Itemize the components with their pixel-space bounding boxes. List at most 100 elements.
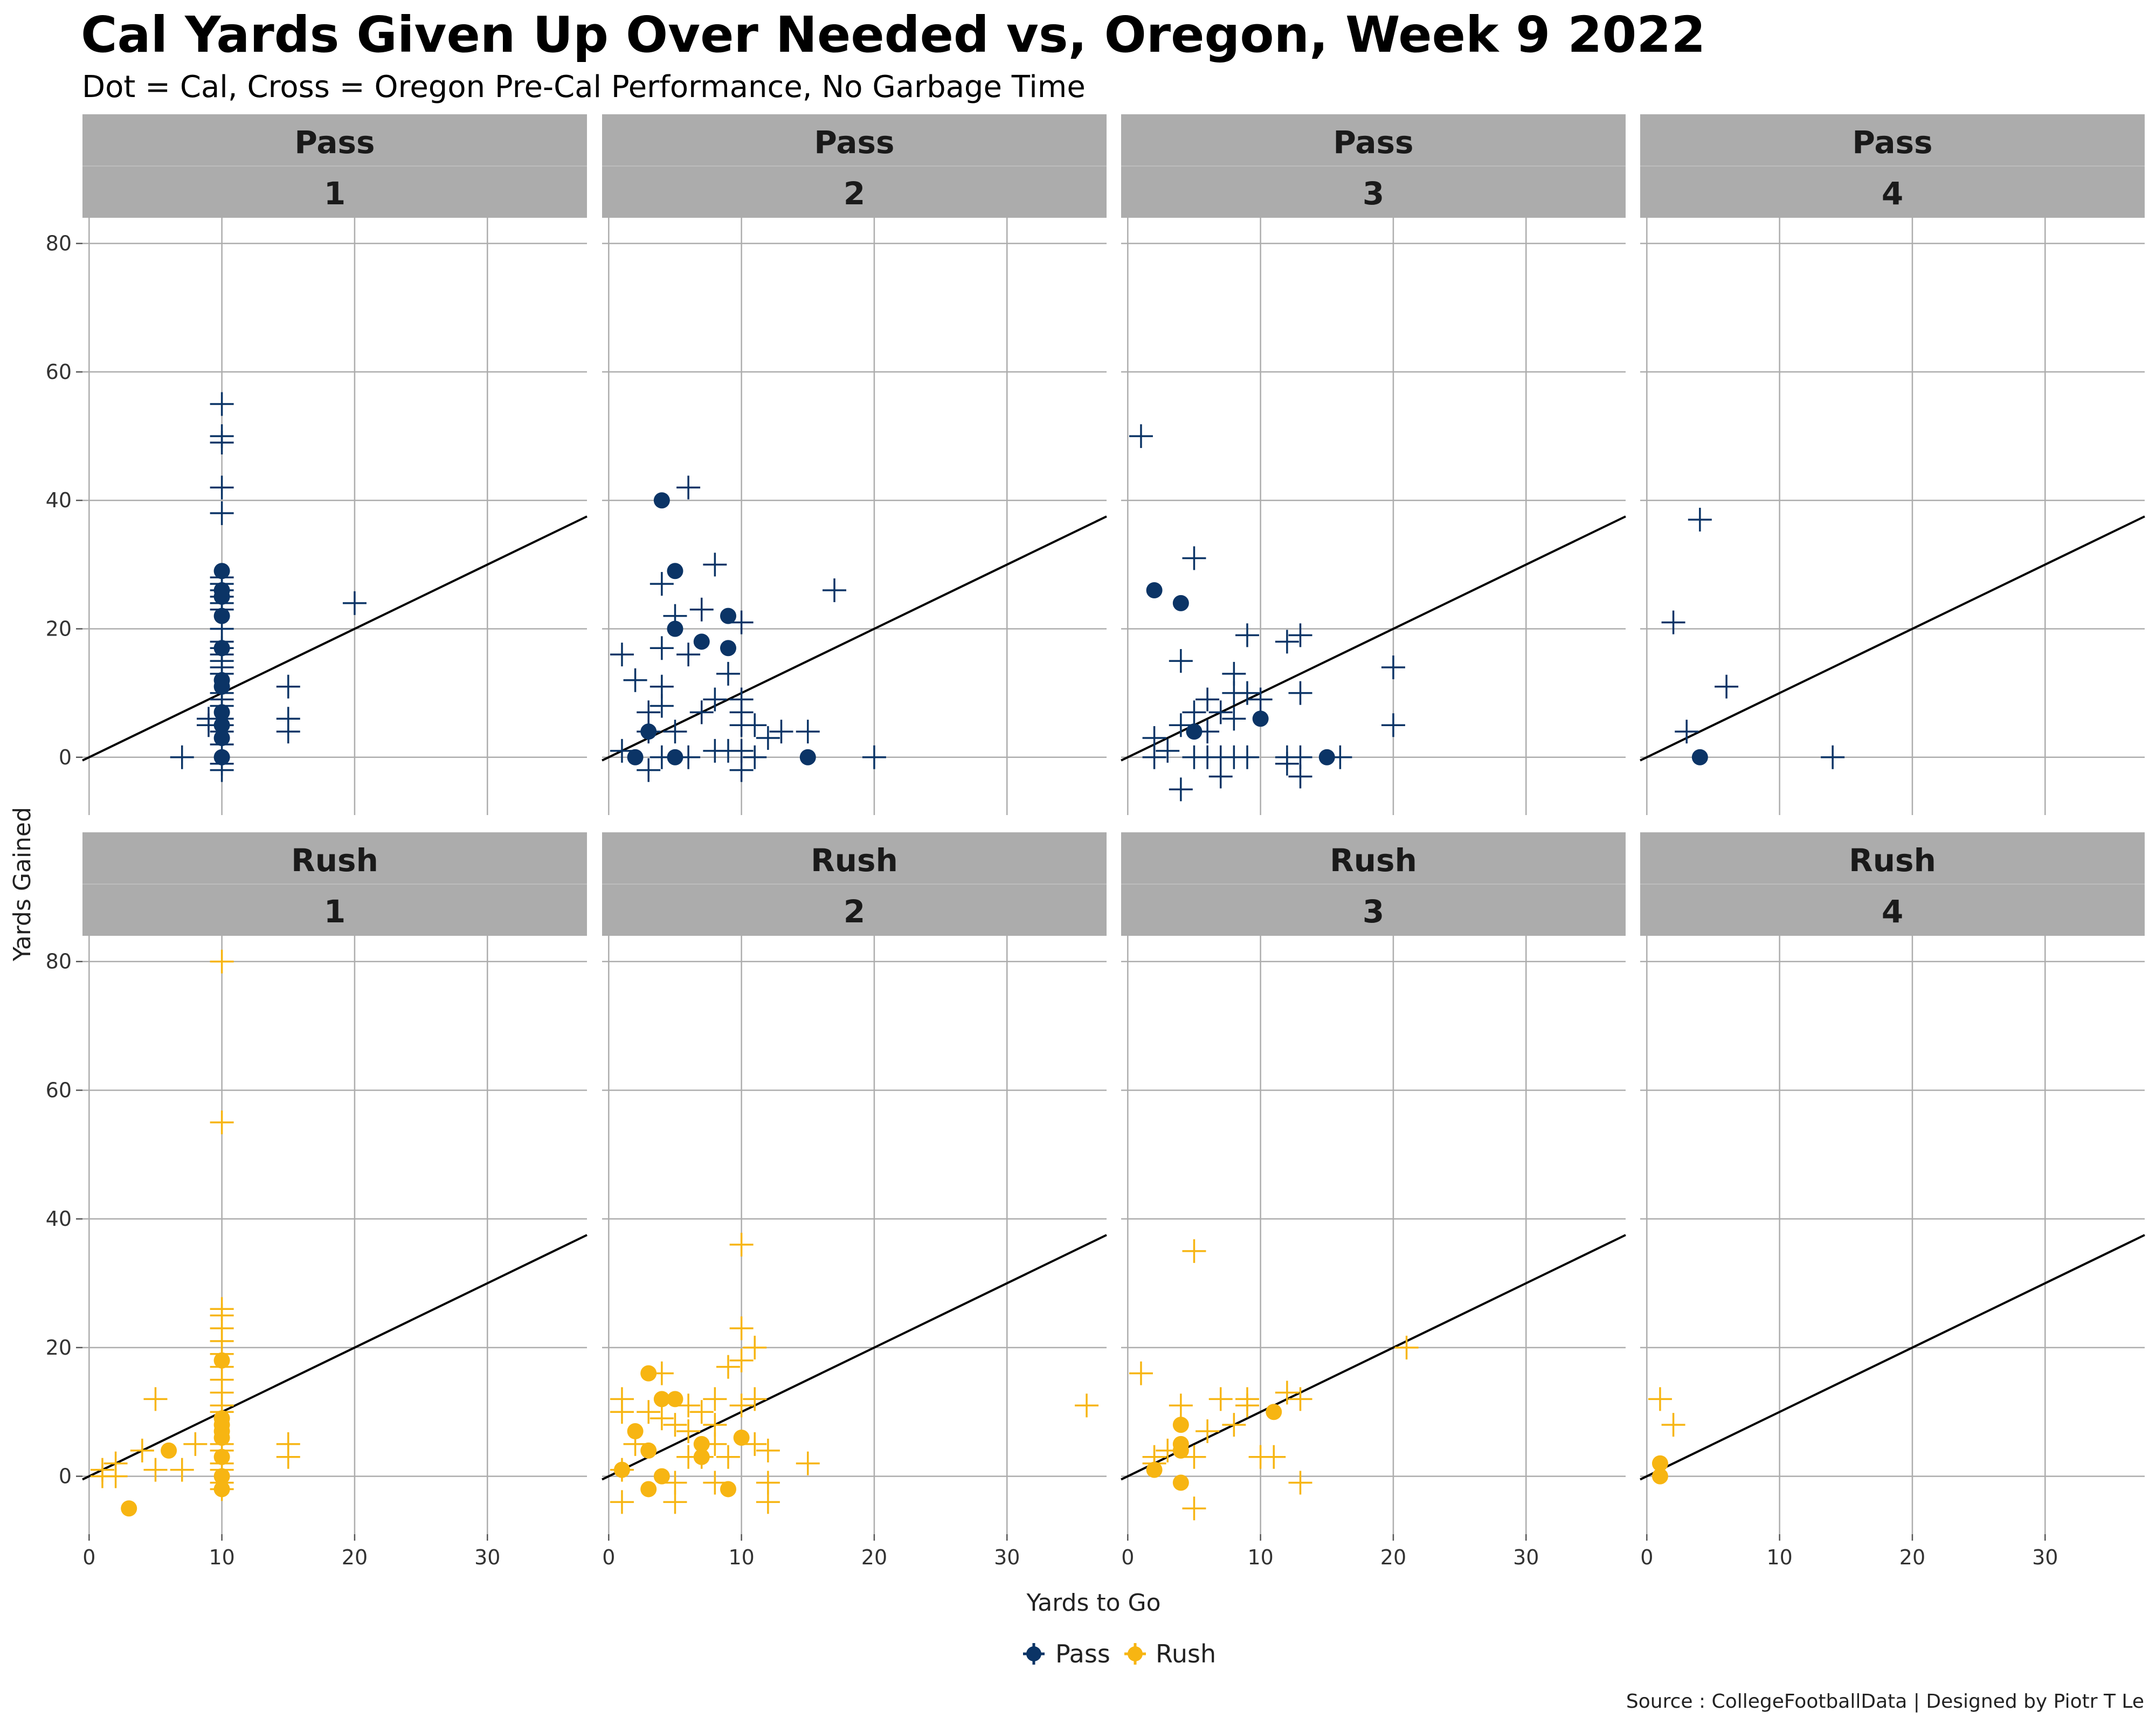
oregon-cross-point — [610, 1490, 634, 1514]
facet-strip-play-type: Rush — [1849, 842, 1936, 879]
x-tick-label: 30 — [1513, 1545, 1539, 1569]
legend-item-pass[interactable]: Pass — [1023, 1639, 1110, 1668]
oregon-cross-point — [1381, 655, 1405, 679]
oregon-cross-point — [663, 1490, 687, 1514]
oregon-cross-point — [769, 720, 793, 744]
oregon-cross-point — [1288, 764, 1312, 789]
oregon-cross-point — [1661, 1413, 1685, 1437]
oregon-cross-point — [716, 1445, 740, 1469]
oregon-cross-point — [210, 501, 234, 526]
oregon-cross-point — [1275, 1381, 1299, 1405]
y-tick-label: 60 — [46, 360, 72, 384]
facet-strip-play-type: Pass — [1852, 124, 1932, 161]
y-tick-label: 40 — [46, 488, 72, 512]
y-tick-label: 80 — [46, 232, 72, 256]
oregon-cross-point — [1288, 681, 1312, 705]
oregon-cross-point — [649, 572, 674, 596]
oregon-cross-point — [1169, 649, 1193, 673]
oregon-cross-point — [1288, 1471, 1312, 1495]
oregon-cross-point — [676, 475, 701, 500]
oregon-cross-point — [170, 745, 194, 769]
facet-strip-down: 4 — [1882, 175, 1903, 212]
cal-dot-point — [693, 633, 710, 650]
facet-panels: Pass1020406080Pass2Pass3Pass4Rush1020406… — [46, 114, 2145, 1569]
oregon-cross-point — [637, 758, 661, 782]
oregon-cross-point — [183, 1432, 208, 1456]
x-tick-label: 30 — [994, 1545, 1020, 1569]
legend: Pass Rush — [1023, 1639, 1216, 1668]
oregon-cross-point — [743, 713, 767, 737]
x-tick-label: 0 — [602, 1545, 615, 1569]
cal-dot-point — [667, 563, 683, 579]
legend-item-rush[interactable]: Rush — [1124, 1639, 1216, 1668]
cal-dot-point — [640, 723, 657, 740]
oregon-cross-point — [276, 674, 300, 699]
facet-strip-down: 1 — [324, 175, 345, 212]
cal-dot-point — [799, 749, 816, 765]
x-tick-label: 0 — [1640, 1545, 1653, 1569]
oregon-cross-point — [1169, 713, 1193, 737]
oregon-cross-point — [649, 1406, 674, 1431]
oregon-cross-point — [610, 739, 634, 763]
cal-dot-point — [640, 1481, 657, 1498]
cal-dot-point — [653, 1468, 670, 1485]
oregon-cross-point — [1222, 707, 1246, 731]
cal-dot-point — [693, 1448, 710, 1465]
facet-panel-rush-4: Rush 4 0 10 20 30 — [1640, 832, 2145, 1569]
cal-dot-point — [1172, 595, 1189, 611]
oregon-cross-point — [1196, 687, 1220, 712]
oregon-cross-point — [1169, 777, 1193, 802]
oregon-cross-point — [756, 1438, 780, 1462]
cal-dot-point — [213, 749, 230, 765]
x-tick-label: 20 — [342, 1545, 368, 1569]
cal-dot-point — [693, 1436, 710, 1452]
x-tick-label: 0 — [82, 1545, 95, 1569]
y-tick-label: 0 — [59, 1465, 72, 1488]
x-tick-label: 10 — [728, 1545, 754, 1569]
oregon-cross-point — [1248, 687, 1273, 712]
oregon-cross-point — [1715, 674, 1739, 699]
oregon-cross-point — [862, 745, 886, 769]
cal-dot-point — [213, 730, 230, 747]
cal-dot-point — [213, 717, 230, 734]
cal-dot-point — [213, 678, 230, 695]
oregon-cross-point — [1381, 713, 1405, 737]
x-tick-label: 20 — [861, 1545, 887, 1569]
cal-dot-point — [667, 749, 683, 765]
oregon-cross-point — [1208, 700, 1233, 724]
cal-dot-point — [640, 1442, 657, 1459]
legend-pass-dot — [1026, 1646, 1041, 1661]
oregon-cross-point — [1275, 751, 1299, 776]
cal-dot-point — [213, 1352, 230, 1369]
cal-dot-point — [720, 1481, 736, 1498]
cal-dot-point — [121, 1500, 137, 1517]
oregon-cross-point — [170, 1458, 194, 1482]
cal-dot-point — [213, 1429, 230, 1446]
cal-dot-point — [640, 1365, 657, 1382]
oregon-cross-point — [729, 610, 754, 634]
facet-strip-play-type: Rush — [811, 842, 898, 879]
oregon-cross-point — [649, 694, 674, 718]
facet-strip-down: 1 — [324, 893, 345, 930]
oregon-cross-point — [796, 1451, 820, 1475]
facet-panel-pass-1: Pass 1 0 20 40 60 80 — [46, 114, 588, 815]
oregon-cross-point — [1235, 745, 1259, 769]
oregon-cross-point — [210, 475, 234, 500]
y-tick-label: 20 — [46, 617, 72, 640]
oregon-cross-point — [703, 687, 727, 712]
cal-dot-point — [1186, 723, 1203, 740]
oregon-cross-point — [1288, 1387, 1312, 1411]
x-tick-label: 30 — [474, 1545, 500, 1569]
chart-subtitle: Dot = Cal, Cross = Oregon Pre-Cal Perfor… — [82, 70, 1086, 105]
oregon-cross-point — [130, 1438, 154, 1462]
reference-line — [602, 515, 1107, 762]
chart-caption: Source : CollegeFootballData | Designed … — [1626, 1690, 2144, 1713]
oregon-cross-point — [210, 430, 234, 454]
oregon-cross-point — [1182, 546, 1206, 570]
cal-dot-point — [1146, 1461, 1163, 1478]
y-axis-title: Yards Gained — [9, 807, 36, 962]
oregon-cross-point — [1688, 507, 1712, 532]
